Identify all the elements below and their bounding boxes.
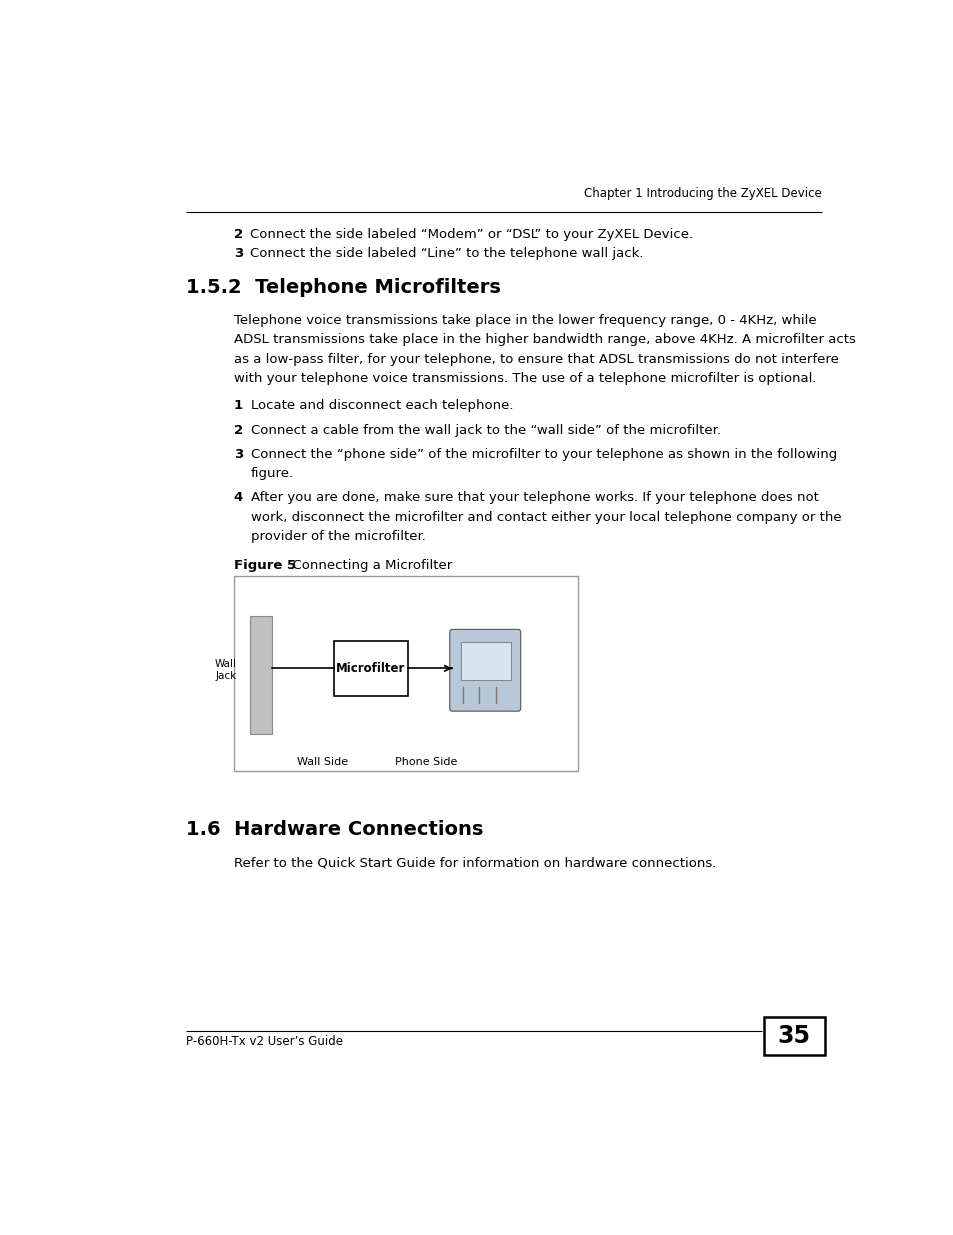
Text: Connect the side labeled “Line” to the telephone wall jack.: Connect the side labeled “Line” to the t… <box>250 247 643 261</box>
Text: 3: 3 <box>233 247 243 261</box>
Text: 35: 35 <box>777 1024 810 1049</box>
Text: Wall Side: Wall Side <box>296 757 348 767</box>
Text: as a low-pass filter, for your telephone, to ensure that ADSL transmissions do n: as a low-pass filter, for your telephone… <box>233 353 838 366</box>
Text: P-660H-Tx v2 User’s Guide: P-660H-Tx v2 User’s Guide <box>186 1035 342 1049</box>
Text: After you are done, make sure that your telephone works. If your telephone does : After you are done, make sure that your … <box>251 492 818 504</box>
Text: Chapter 1 Introducing the ZyXEL Device: Chapter 1 Introducing the ZyXEL Device <box>583 188 821 200</box>
Text: Telephone voice transmissions take place in the lower frequency range, 0 - 4KHz,: Telephone voice transmissions take place… <box>233 314 816 327</box>
Text: with your telephone voice transmissions. The use of a telephone microfilter is o: with your telephone voice transmissions.… <box>233 372 816 385</box>
FancyBboxPatch shape <box>449 630 520 711</box>
Text: provider of the microfilter.: provider of the microfilter. <box>251 531 425 543</box>
Text: 1: 1 <box>233 399 243 412</box>
Bar <box>460 642 511 679</box>
Text: 4: 4 <box>233 492 243 504</box>
Bar <box>334 641 407 697</box>
Text: Connecting a Microfilter: Connecting a Microfilter <box>284 558 452 572</box>
Bar <box>233 576 577 771</box>
Text: Wall
Jack: Wall Jack <box>214 659 236 682</box>
Text: 1.6  Hardware Connections: 1.6 Hardware Connections <box>186 820 482 839</box>
Text: 3: 3 <box>233 448 243 461</box>
Text: figure.: figure. <box>251 467 294 480</box>
Text: Connect the “phone side” of the microfilter to your telephone as shown in the fo: Connect the “phone side” of the microfil… <box>251 448 836 461</box>
Text: Connect the side labeled “Modem” or “DSL” to your ZyXEL Device.: Connect the side labeled “Modem” or “DSL… <box>250 228 693 241</box>
Text: 1.5.2  Telephone Microfilters: 1.5.2 Telephone Microfilters <box>186 278 500 298</box>
Text: Microfilter: Microfilter <box>335 662 405 674</box>
Text: ADSL transmissions take place in the higher bandwidth range, above 4KHz. A micro: ADSL transmissions take place in the hig… <box>233 333 855 346</box>
Text: 2: 2 <box>233 228 243 241</box>
Text: Phone Side: Phone Side <box>395 757 456 767</box>
Text: Figure 5: Figure 5 <box>233 558 295 572</box>
FancyBboxPatch shape <box>763 1018 823 1056</box>
Text: 2: 2 <box>233 424 243 436</box>
Text: Connect a cable from the wall jack to the “wall side” of the microfilter.: Connect a cable from the wall jack to th… <box>251 424 720 436</box>
Text: work, disconnect the microfilter and contact either your local telephone company: work, disconnect the microfilter and con… <box>251 511 841 524</box>
Text: Refer to the Quick Start Guide for information on hardware connections.: Refer to the Quick Start Guide for infor… <box>233 856 716 869</box>
Text: Locate and disconnect each telephone.: Locate and disconnect each telephone. <box>251 399 513 412</box>
Bar <box>250 615 272 735</box>
